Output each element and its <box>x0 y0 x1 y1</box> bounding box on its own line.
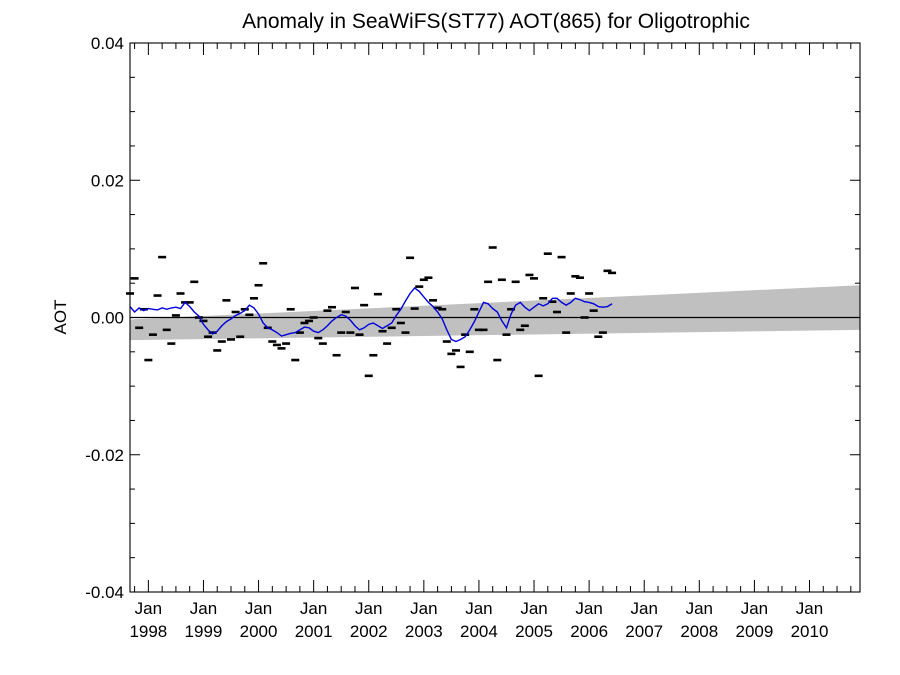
x-tick-month-label: Jan <box>465 599 492 618</box>
x-tick-year-label: 2006 <box>570 622 608 641</box>
x-tick-month-label: Jan <box>355 599 382 618</box>
x-tick-month-label: Jan <box>741 599 768 618</box>
x-tick-month-label: Jan <box>575 599 602 618</box>
x-tick-month-label: Jan <box>520 599 547 618</box>
x-tick-year-label: 1999 <box>185 622 223 641</box>
x-tick-year-label: 2008 <box>680 622 718 641</box>
x-tick-month-label: Jan <box>631 599 658 618</box>
x-tick-year-label: 2005 <box>515 622 553 641</box>
x-tick-year-label: 1998 <box>129 622 167 641</box>
y-tick-label: -0.04 <box>85 583 124 602</box>
x-tick-month-label: Jan <box>796 599 823 618</box>
chart-title: Anomaly in SeaWiFS(ST77) AOT(865) for Ol… <box>242 10 750 33</box>
y-tick-label: 0.04 <box>91 34 124 53</box>
monthly-anomaly-markers <box>126 246 617 378</box>
x-tick-year-label: 2009 <box>735 622 773 641</box>
x-tick-year-label: 2007 <box>625 622 663 641</box>
running-mean-line <box>129 287 613 343</box>
x-tick-month-label: Jan <box>300 599 327 618</box>
axes: 0.04 0.02 0.00 -0.02 -0.04 Jan 1998 Jan 1999 Jan 2… <box>85 34 861 641</box>
x-tick-month-label: Jan <box>686 599 713 618</box>
y-tick-label: -0.02 <box>85 446 124 465</box>
x-tick-year-label: 2003 <box>405 622 443 641</box>
y-tick-label: 0.00 <box>91 309 124 328</box>
x-tick-year-label: 2002 <box>350 622 388 641</box>
running-mean-layer <box>129 287 613 343</box>
x-tick-year-label: 2004 <box>460 622 498 641</box>
x-tick-month-label: Jan <box>410 599 437 618</box>
y-tick-label: 0.02 <box>91 171 124 190</box>
x-tick-year-label: 2000 <box>240 622 278 641</box>
trend-confidence-band-layer <box>130 285 860 341</box>
x-tick-year-label: 2010 <box>791 622 829 641</box>
trend-confidence-band <box>130 285 860 341</box>
x-tick-month-label: Jan <box>135 599 162 618</box>
y-axis-label: AOT <box>51 300 70 335</box>
x-tick-year-label: 2001 <box>295 622 333 641</box>
x-tick-month-label: Jan <box>190 599 217 618</box>
x-tick-month-label: Jan <box>245 599 272 618</box>
